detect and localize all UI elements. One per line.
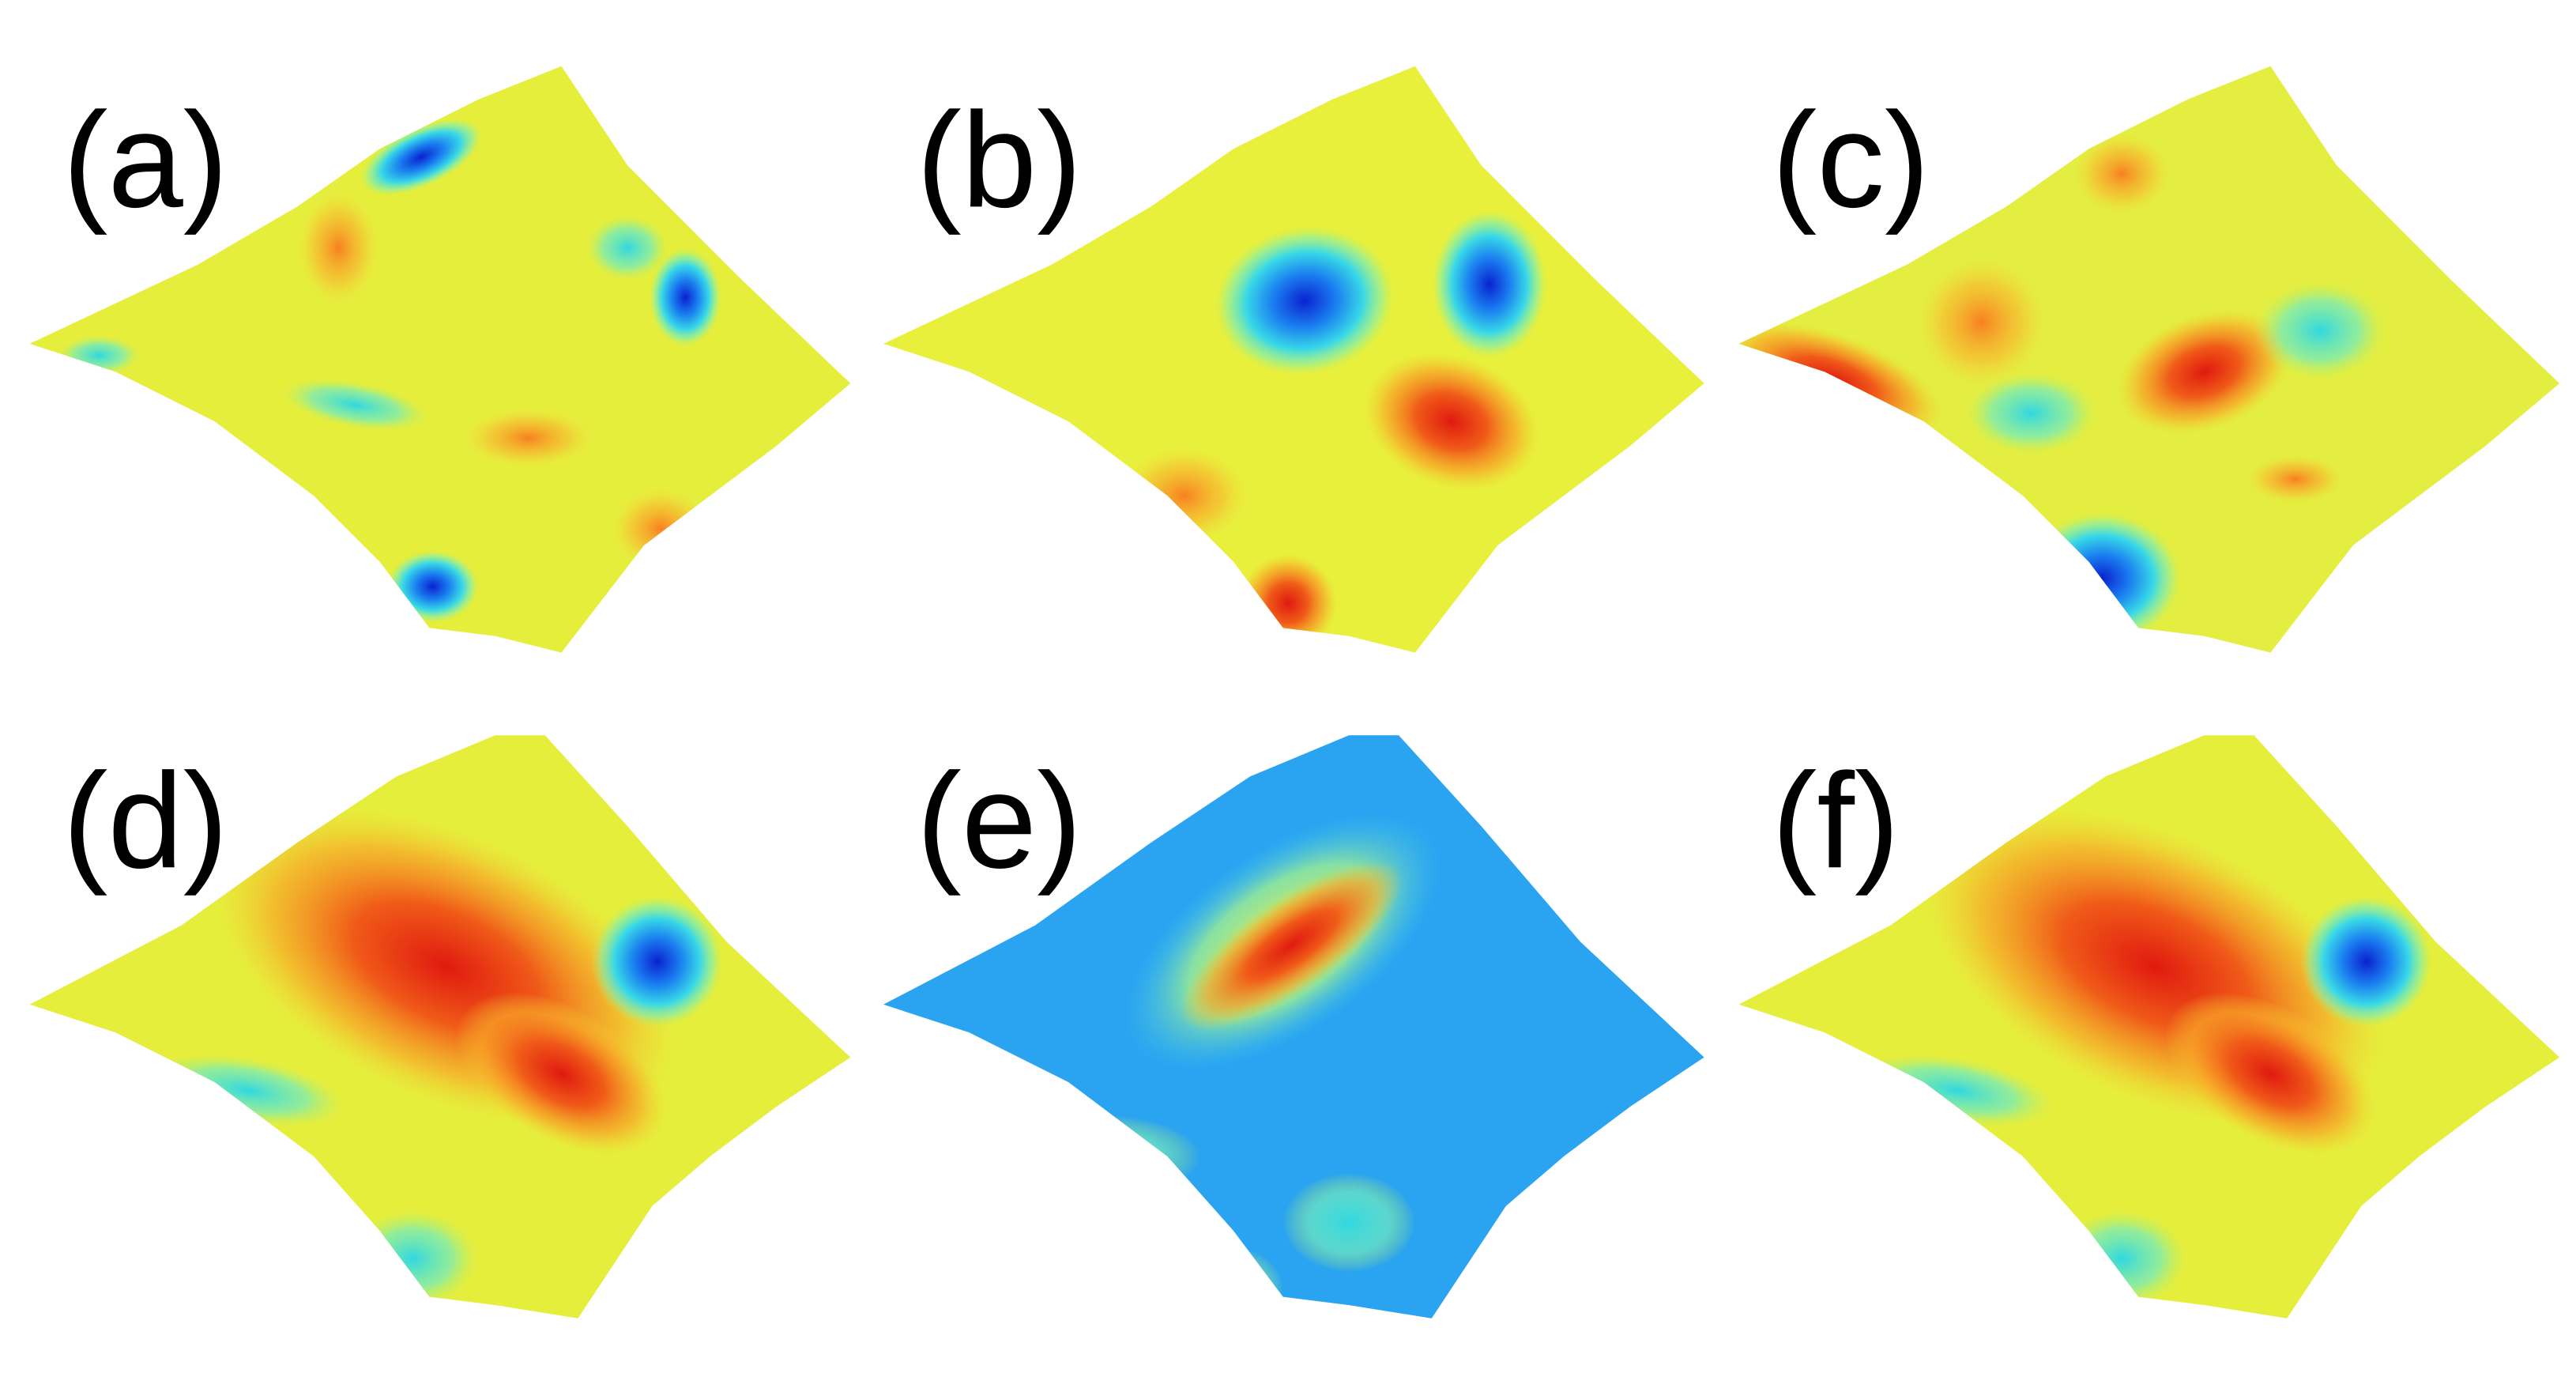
color-region [2300,895,2433,1028]
color-region [462,408,595,468]
panel-label: (f) [1772,745,1900,896]
color-region [2116,309,2292,435]
color-region [1363,352,1540,491]
panel: (a) [29,66,851,653]
color-region [1964,372,2097,455]
color-region [1002,1115,1201,1198]
color-region [2022,512,2182,645]
color-region [346,1209,480,1309]
color-region [456,992,667,1156]
panel-label: (a) [62,85,228,236]
color-region [386,550,480,624]
color-region [1180,860,1403,1030]
color-region [2164,992,2376,1156]
color-region [591,895,724,1028]
panel: (d) [29,735,851,1318]
panel: (f) [1738,735,2560,1318]
color-region [2055,1209,2188,1309]
color-region [1184,1247,1283,1318]
panel-label: (c) [1772,85,1930,236]
panel-label: (b) [917,85,1082,236]
color-region [281,379,429,432]
color-region [2254,281,2386,380]
color-region [1238,553,1338,653]
color-region [586,214,669,281]
color-region [360,118,483,196]
color-region [1282,1172,1415,1273]
color-region [1117,446,1250,545]
color-region [2246,454,2345,504]
panel: (b) [883,66,1704,653]
color-region [1214,225,1395,376]
panel-label: (e) [917,745,1082,896]
color-region [297,190,380,306]
panel: (e) [883,735,1704,1318]
color-region [2072,132,2172,215]
color-region [1431,209,1548,359]
color-region [611,487,710,571]
color-region [649,247,722,348]
panel: (c) [1738,66,2560,653]
color-region [58,335,141,375]
color-region [1915,256,2048,389]
panel-label: (d) [62,745,228,896]
